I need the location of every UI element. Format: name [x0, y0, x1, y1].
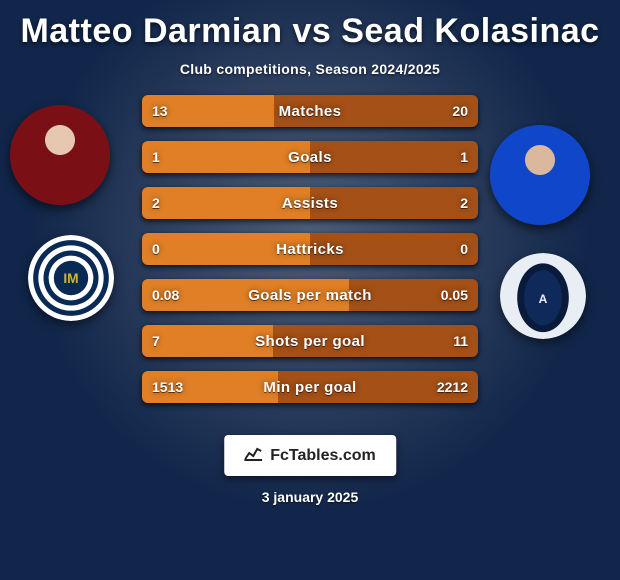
stat-label: Matches — [142, 95, 478, 127]
stat-value-left: 2 — [142, 187, 170, 219]
club-right-logo: A — [500, 253, 586, 339]
stat-value-left: 7 — [142, 325, 170, 357]
stat-value-left: 13 — [142, 95, 178, 127]
svg-text:IM: IM — [63, 271, 78, 286]
stat-row: Goals per match0.08 0.05 — [142, 279, 478, 311]
stat-label: Goals per match — [142, 279, 478, 311]
stat-row: Goals1 1 — [142, 141, 478, 173]
stat-row: Assists2 2 — [142, 187, 478, 219]
source-badge-text: FcTables.com — [270, 447, 376, 465]
stat-label: Assists — [142, 187, 478, 219]
stat-value-right: 2212 — [427, 371, 478, 403]
stat-row: Matches13 20 — [142, 95, 478, 127]
inter-logo-icon: IM — [28, 235, 114, 321]
page-subtitle: Club competitions, Season 2024/2025 — [180, 61, 440, 77]
source-badge: FcTables.com — [224, 435, 396, 476]
player-right-avatar — [490, 125, 590, 225]
stat-row: Hattricks0 0 — [142, 233, 478, 265]
svg-text:A: A — [539, 292, 548, 306]
stat-value-right: 11 — [443, 325, 478, 357]
content-root: Matteo Darmian vs Sead Kolasinac Club co… — [0, 0, 620, 580]
stat-value-left: 1513 — [142, 371, 193, 403]
player-left-avatar — [10, 105, 110, 205]
atalanta-logo-icon: A — [500, 253, 586, 339]
stat-value-right: 2 — [450, 187, 478, 219]
player-left-photo-placeholder — [10, 105, 110, 205]
stat-label: Shots per goal — [142, 325, 478, 357]
stat-row: Min per goal15132212 — [142, 371, 478, 403]
stat-value-right: 1 — [450, 141, 478, 173]
club-left-logo: IM — [28, 235, 114, 321]
comparison-stage: IM A Matches1320Goals11Assists22Hattrick… — [0, 95, 620, 580]
stat-row: Shots per goal7 11 — [142, 325, 478, 357]
stat-value-right: 20 — [442, 95, 478, 127]
player-right-photo-placeholder — [490, 125, 590, 225]
stat-label: Hattricks — [142, 233, 478, 265]
stat-bars: Matches1320Goals11Assists22Hattricks00Go… — [142, 95, 478, 403]
stat-value-right: 0.05 — [431, 279, 478, 311]
stat-value-left: 0.08 — [142, 279, 189, 311]
stat-value-right: 0 — [450, 233, 478, 265]
stat-value-left: 0 — [142, 233, 170, 265]
stat-label: Goals — [142, 141, 478, 173]
footer-date: 3 january 2025 — [262, 489, 359, 505]
page-title: Matteo Darmian vs Sead Kolasinac — [20, 12, 599, 51]
stat-value-left: 1 — [142, 141, 170, 173]
chart-icon — [244, 445, 262, 466]
